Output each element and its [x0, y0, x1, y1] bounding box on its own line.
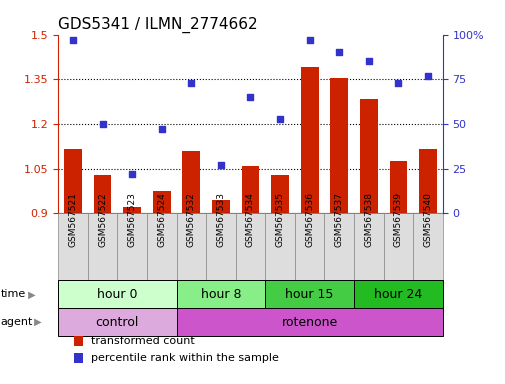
Text: rotenone: rotenone [281, 316, 337, 329]
Bar [418, 149, 436, 213]
FancyBboxPatch shape [265, 213, 294, 280]
Point [275, 116, 283, 122]
FancyBboxPatch shape [58, 213, 87, 280]
FancyBboxPatch shape [265, 280, 354, 308]
Bar [389, 161, 407, 213]
Bar [359, 99, 377, 213]
FancyBboxPatch shape [117, 213, 146, 280]
Text: hour 15: hour 15 [285, 288, 333, 301]
FancyBboxPatch shape [58, 280, 176, 308]
Point [69, 37, 77, 43]
Text: GSM567537: GSM567537 [334, 192, 343, 247]
Bar [123, 207, 141, 213]
Text: GSM567535: GSM567535 [275, 192, 284, 247]
Text: GSM567533: GSM567533 [216, 192, 225, 247]
Bar [64, 149, 82, 213]
Text: control: control [95, 316, 139, 329]
Point [393, 80, 401, 86]
Bar [153, 191, 170, 213]
FancyBboxPatch shape [206, 213, 235, 280]
Text: GSM567521: GSM567521 [68, 192, 77, 247]
FancyBboxPatch shape [176, 308, 442, 336]
FancyBboxPatch shape [176, 280, 265, 308]
FancyBboxPatch shape [294, 213, 324, 280]
Text: GSM567536: GSM567536 [305, 192, 314, 247]
Text: GSM567540: GSM567540 [423, 192, 432, 247]
Point [305, 37, 313, 43]
Bar [271, 175, 288, 213]
Point [423, 73, 431, 79]
Text: GSM567538: GSM567538 [364, 192, 373, 247]
Bar [93, 175, 111, 213]
Text: GDS5341 / ILMN_2774662: GDS5341 / ILMN_2774662 [58, 17, 258, 33]
Text: ▶: ▶ [31, 317, 41, 327]
Text: agent: agent [1, 317, 33, 327]
Text: GSM567522: GSM567522 [98, 192, 107, 247]
FancyBboxPatch shape [413, 213, 442, 280]
Point [98, 121, 107, 127]
Bar [182, 151, 200, 213]
Bar [241, 166, 259, 213]
FancyBboxPatch shape [354, 213, 383, 280]
Text: GSM567539: GSM567539 [393, 192, 402, 247]
Text: GSM567534: GSM567534 [245, 192, 255, 247]
FancyBboxPatch shape [324, 213, 353, 280]
Text: GSM567523: GSM567523 [127, 192, 136, 247]
Point [334, 50, 342, 56]
Bar [73, 336, 83, 346]
Text: time: time [1, 289, 26, 299]
Point [187, 80, 195, 86]
Text: hour 8: hour 8 [200, 288, 241, 301]
Text: GSM567532: GSM567532 [186, 192, 195, 247]
FancyBboxPatch shape [383, 213, 413, 280]
Bar [300, 67, 318, 213]
Bar [212, 200, 229, 213]
Text: ▶: ▶ [25, 289, 35, 299]
Point [246, 94, 254, 100]
Text: GSM567524: GSM567524 [157, 192, 166, 247]
Bar [73, 353, 83, 363]
Text: transformed count: transformed count [91, 336, 194, 346]
Bar [330, 78, 347, 213]
FancyBboxPatch shape [146, 213, 176, 280]
FancyBboxPatch shape [87, 213, 117, 280]
FancyBboxPatch shape [235, 213, 265, 280]
FancyBboxPatch shape [176, 213, 206, 280]
FancyBboxPatch shape [354, 280, 442, 308]
Point [364, 58, 372, 65]
Point [158, 126, 166, 132]
FancyBboxPatch shape [58, 308, 176, 336]
Text: percentile rank within the sample: percentile rank within the sample [91, 353, 278, 363]
Point [217, 162, 225, 168]
Text: hour 0: hour 0 [97, 288, 137, 301]
Point [128, 171, 136, 177]
Text: hour 24: hour 24 [374, 288, 422, 301]
